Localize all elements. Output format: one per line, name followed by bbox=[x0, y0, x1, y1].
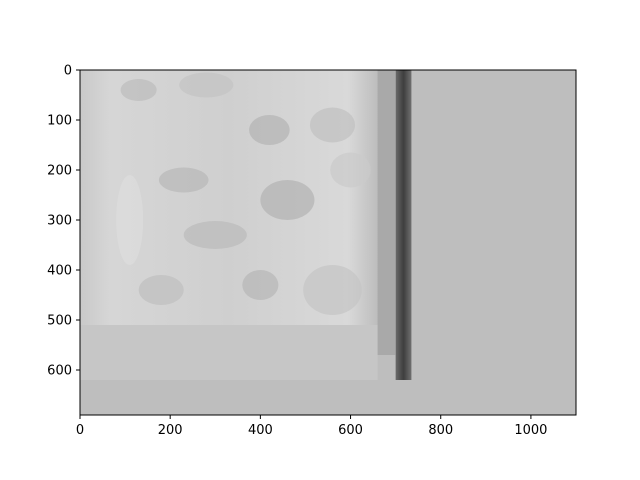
axes-frame bbox=[79, 69, 577, 416]
x-tick-label: 200 bbox=[158, 423, 183, 438]
plot-area bbox=[80, 70, 576, 415]
region-lower-band bbox=[80, 325, 378, 380]
x-tick-label: 400 bbox=[248, 423, 273, 438]
x-tick-label: 800 bbox=[428, 423, 453, 438]
y-tick-label: 100 bbox=[47, 114, 72, 129]
x-tick-label: 1000 bbox=[514, 423, 547, 438]
image-texture bbox=[242, 270, 279, 300]
image-texture bbox=[330, 152, 371, 188]
y-tick-label: 400 bbox=[47, 264, 72, 279]
image-texture bbox=[303, 265, 362, 315]
image-texture bbox=[179, 72, 234, 98]
x-tick-label: 0 bbox=[76, 423, 84, 438]
y-tick-label: 200 bbox=[47, 164, 72, 179]
x-axis: 0 200 400 600 800 1000 bbox=[76, 415, 547, 438]
region-dark-vertical-stripe bbox=[395, 70, 412, 380]
image-texture bbox=[120, 79, 157, 101]
image-texture bbox=[183, 221, 247, 249]
y-axis: 0 100 200 300 400 500 600 bbox=[47, 64, 80, 379]
y-tick-label: 600 bbox=[47, 364, 72, 379]
y-tick-label: 300 bbox=[47, 214, 72, 229]
image-texture bbox=[309, 107, 356, 143]
x-tick-label: 600 bbox=[338, 423, 363, 438]
image-texture bbox=[260, 180, 315, 220]
image-texture bbox=[116, 175, 144, 265]
y-tick-label: 0 bbox=[64, 64, 72, 79]
image-texture bbox=[249, 115, 290, 145]
image-texture bbox=[138, 275, 184, 305]
region-light-vertical-stripe bbox=[377, 70, 396, 355]
image-texture bbox=[158, 167, 209, 193]
y-tick-label: 500 bbox=[47, 314, 72, 329]
